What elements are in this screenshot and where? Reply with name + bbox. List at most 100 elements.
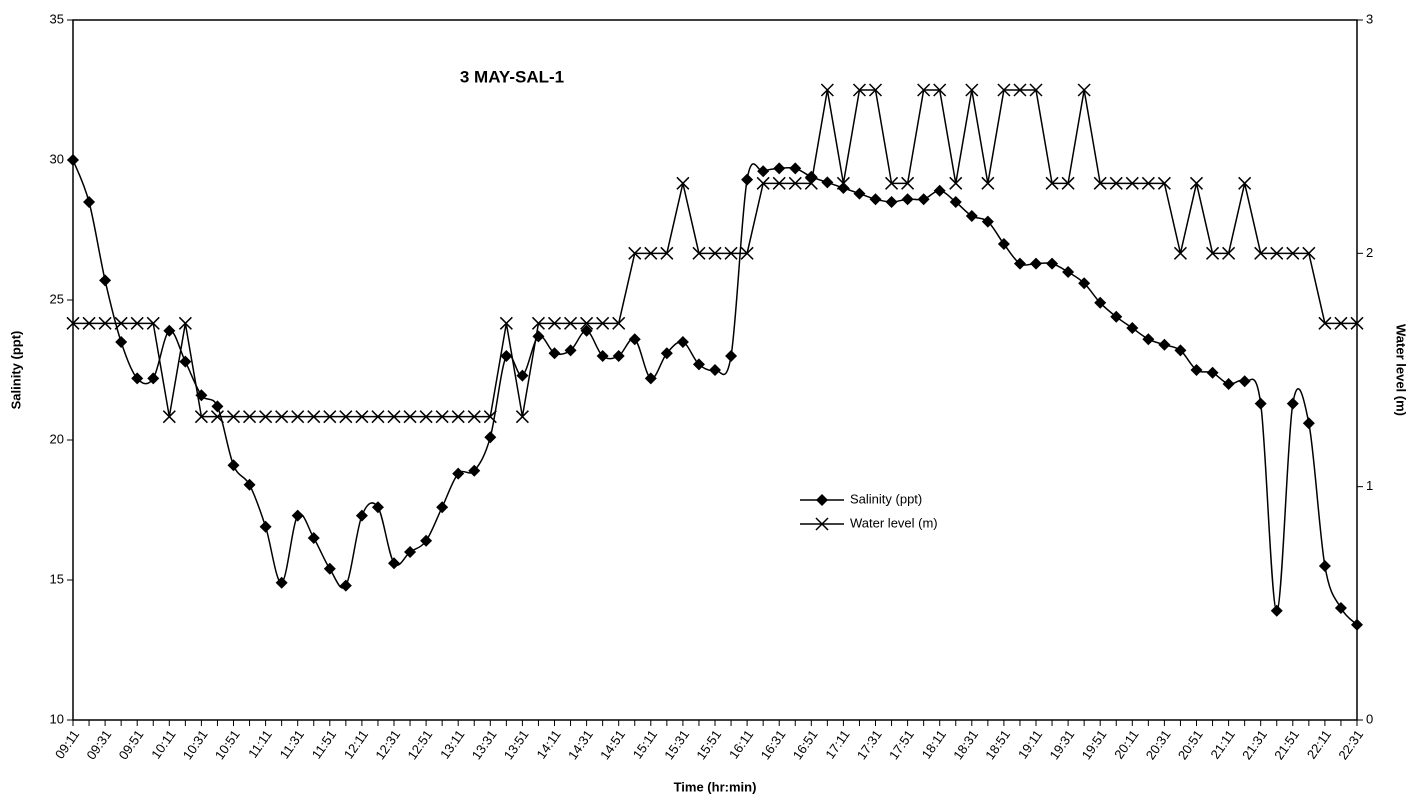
data-point	[789, 162, 802, 175]
y-tick-label: 15	[50, 571, 64, 586]
x-tick-label: 14:51	[597, 727, 628, 762]
x-tick-label: 21:11	[1207, 727, 1237, 761]
data-point	[741, 173, 754, 186]
data-point	[644, 246, 658, 260]
data-point	[660, 347, 673, 360]
data-point	[724, 246, 738, 260]
series	[66, 83, 1364, 424]
data-point	[837, 182, 850, 194]
x-tick-label: 17:31	[854, 727, 885, 762]
data-point	[531, 316, 545, 330]
data-point	[596, 350, 609, 362]
y2-axis-title: Water level (m)	[1394, 324, 1409, 416]
x-tick-label: 16:51	[790, 727, 821, 762]
data-point	[451, 410, 465, 424]
data-point	[194, 410, 208, 424]
data-point	[500, 350, 513, 362]
data-point	[1046, 257, 1059, 270]
data-point	[1254, 397, 1267, 410]
data-point	[1030, 257, 1042, 270]
data-point	[853, 187, 866, 200]
data-point	[259, 410, 273, 424]
data-point	[1141, 176, 1155, 190]
x-tick-label: 21:31	[1239, 727, 1270, 762]
y2-tick-label: 0	[1366, 711, 1373, 726]
data-point	[355, 509, 368, 522]
data-point	[1190, 364, 1203, 376]
data-point	[83, 196, 96, 208]
data-point	[1125, 176, 1139, 190]
data-point	[1045, 176, 1059, 190]
data-point	[1029, 83, 1043, 97]
x-axis-title: Time (hr:min)	[674, 779, 757, 794]
x-tick-label: 13:51	[501, 727, 532, 762]
data-point	[226, 410, 241, 424]
x-tick-label: 21:51	[1271, 727, 1302, 762]
data-point	[307, 410, 321, 424]
data-point	[371, 501, 384, 514]
data-point	[740, 246, 754, 260]
data-point	[355, 410, 369, 424]
x-tick-label: 13:31	[469, 727, 500, 762]
x-tick-label: 19:51	[1079, 727, 1110, 762]
data-point	[1077, 83, 1091, 97]
data-point	[178, 316, 192, 330]
data-point	[612, 350, 625, 362]
data-point	[1142, 333, 1155, 346]
data-point	[275, 410, 289, 424]
data-point	[532, 330, 545, 343]
data-point	[323, 410, 337, 424]
data-point	[483, 410, 497, 424]
data-point	[804, 176, 818, 190]
series-line	[72, 159, 1358, 626]
data-point	[676, 336, 689, 348]
y-tick-label: 20	[50, 431, 64, 446]
data-point	[933, 83, 947, 97]
x-tick-label: 15:51	[693, 727, 724, 762]
data-point	[114, 316, 128, 330]
data-point	[1126, 322, 1139, 334]
data-point	[1286, 397, 1299, 410]
x-tick-label: 09:31	[83, 727, 114, 762]
data-point	[323, 562, 336, 575]
data-point	[933, 184, 946, 197]
data-point	[1078, 277, 1091, 290]
data-point	[868, 83, 883, 97]
data-point	[692, 358, 705, 371]
x-tick-label: 14:11	[533, 727, 563, 761]
data-point	[243, 410, 257, 424]
data-point	[1157, 176, 1171, 190]
data-point	[852, 83, 866, 97]
data-point	[1094, 296, 1107, 309]
y2-tick-label: 1	[1366, 478, 1373, 493]
data-point	[371, 410, 385, 424]
data-point	[1334, 316, 1348, 330]
data-point	[484, 431, 497, 444]
data-point	[227, 459, 240, 472]
data-point	[1238, 375, 1251, 388]
data-point	[580, 324, 593, 337]
data-point	[275, 576, 288, 589]
x-tick-label: 13:11	[437, 727, 467, 761]
data-point	[259, 520, 272, 533]
data-point	[773, 162, 786, 175]
x-tick-label: 19:31	[1046, 727, 1077, 762]
data-point	[709, 364, 721, 376]
data-point	[949, 176, 963, 190]
x-tick-label: 22:11	[1304, 727, 1334, 761]
x-tick-label: 20:31	[1143, 727, 1174, 762]
data-point	[1062, 266, 1075, 278]
data-point	[869, 193, 882, 206]
chart-title: 3 MAY-SAL-1	[460, 67, 564, 86]
data-point	[387, 410, 401, 424]
data-point	[82, 316, 96, 330]
data-point	[388, 557, 400, 570]
data-point	[901, 176, 915, 190]
data-point	[1238, 176, 1252, 190]
data-point	[788, 176, 802, 190]
data-point	[1173, 246, 1187, 260]
data-point	[1013, 83, 1027, 97]
data-point	[885, 196, 898, 208]
data-point	[467, 410, 481, 424]
x-tick-label: 15:11	[630, 727, 660, 761]
